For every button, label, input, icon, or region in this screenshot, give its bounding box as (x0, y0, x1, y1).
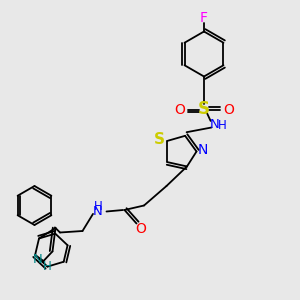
Text: F: F (200, 11, 208, 25)
Text: H: H (43, 260, 52, 273)
Text: N: N (209, 118, 219, 131)
Text: S: S (198, 100, 210, 118)
Text: S: S (154, 132, 165, 147)
Text: O: O (136, 222, 146, 236)
Text: N: N (198, 143, 208, 157)
Text: H: H (218, 118, 227, 132)
Text: N: N (33, 253, 42, 266)
Text: N: N (93, 205, 103, 218)
Text: O: O (223, 103, 234, 116)
Text: H: H (94, 200, 103, 214)
Text: O: O (174, 103, 185, 116)
